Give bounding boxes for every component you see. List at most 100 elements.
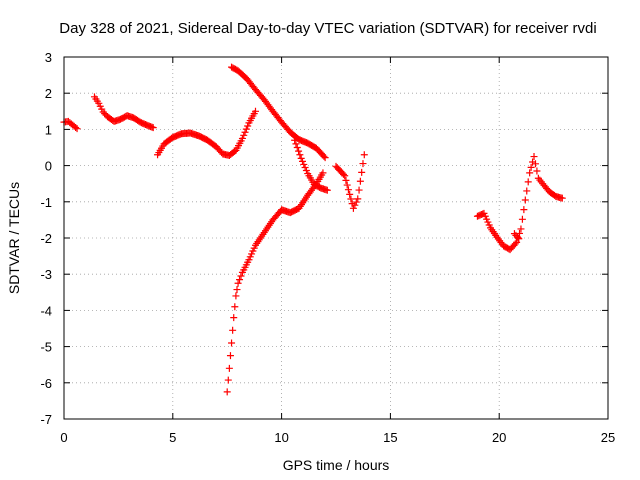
point-cluster: [510, 230, 523, 243]
data-point-marker: [229, 326, 237, 334]
data-point-marker: [533, 167, 541, 175]
data-point-marker: [237, 272, 245, 280]
data-point-marker: [224, 376, 232, 384]
data-point-marker: [526, 169, 534, 177]
data-point-marker: [513, 238, 521, 246]
data-point-marker: [230, 314, 238, 322]
y-tick-label: -6: [40, 376, 52, 391]
data-point-marker: [517, 225, 525, 233]
data-point-marker: [356, 177, 364, 185]
point-cluster: [473, 153, 566, 254]
data-point-marker: [242, 125, 250, 133]
data-point-marker: [225, 364, 233, 372]
y-tick-labels: -7 -6 -5 -4 -3 -2 -1 0 1 2 3: [40, 50, 52, 427]
data-point-marker: [355, 186, 363, 194]
y-tick-label: -5: [40, 340, 52, 355]
data-point-marker: [341, 172, 349, 180]
data-point-marker: [236, 276, 244, 284]
x-tick-label: 25: [601, 430, 615, 445]
x-tick-label: 5: [169, 430, 176, 445]
data-point-marker: [351, 201, 359, 209]
data-point-marker: [251, 107, 259, 115]
data-point-marker: [311, 181, 319, 189]
data-point-marker: [321, 154, 329, 162]
y-tick-label: -4: [40, 303, 52, 318]
data-point-marker: [323, 186, 331, 194]
data-point-marker: [233, 286, 241, 294]
data-point-marker: [527, 163, 535, 171]
x-tick-label: 0: [60, 430, 67, 445]
data-point-marker: [291, 136, 299, 144]
data-point-marker: [301, 163, 309, 171]
data-point-marker: [292, 140, 300, 148]
data-point-marker: [339, 170, 347, 178]
data-point-marker: [360, 151, 368, 159]
data-point-marker: [302, 167, 310, 175]
data-point-marker: [354, 195, 362, 203]
data-point-marker: [232, 292, 240, 300]
data-point-marker: [342, 176, 350, 184]
data-point-marker: [320, 152, 328, 160]
data-point-marker: [523, 187, 531, 195]
x-tick-label: 10: [274, 430, 288, 445]
data-point-marker: [319, 169, 327, 177]
plot-frame: [63, 56, 609, 420]
data-point-marker: [149, 124, 157, 132]
y-tick-label: -2: [40, 231, 52, 246]
data-point-marker: [241, 128, 249, 136]
y-tick-label: 0: [45, 159, 52, 174]
data-point-marker: [344, 186, 352, 194]
data-point-marker: [349, 204, 357, 212]
y-tick-label: 2: [45, 86, 52, 101]
y-axis-label: SDTVAR / TECUs: [6, 182, 22, 294]
data-point-marker: [226, 352, 234, 360]
x-tick-label: 20: [492, 430, 506, 445]
y-tick-label: -3: [40, 267, 52, 282]
grid-lines: [64, 57, 608, 419]
chart-title: Day 328 of 2021, Sidereal Day-to-day VTE…: [59, 20, 596, 37]
x-tick-label: 15: [383, 430, 397, 445]
data-point-marker: [238, 134, 246, 142]
data-point-marker: [296, 151, 304, 159]
data-point-marker: [352, 198, 360, 206]
data-point-marker: [515, 235, 523, 243]
data-point-marker: [231, 303, 239, 311]
data-point-marker: [298, 157, 306, 165]
data-point-marker: [223, 388, 231, 396]
point-cluster: [223, 169, 327, 396]
data-point-marker: [359, 160, 367, 168]
data-point-marker: [531, 160, 539, 168]
data-point-marker: [297, 154, 305, 162]
point-cluster: [291, 136, 331, 194]
data-point-marker: [343, 181, 351, 189]
data-point-marker: [234, 279, 242, 287]
data-point-marker: [524, 178, 532, 186]
x-tick-labels: 0 5 10 15 20 25: [60, 430, 615, 445]
point-cluster: [228, 63, 329, 162]
data-point-marker: [72, 123, 80, 131]
y-tick-label: -1: [40, 195, 52, 210]
data-point-marker: [358, 168, 366, 176]
data-point-marker: [228, 339, 236, 347]
data-point-marker: [347, 195, 355, 203]
data-points: [60, 63, 566, 396]
data-point-marker: [518, 215, 526, 223]
data-point-marker: [293, 144, 301, 151]
point-cluster: [154, 107, 259, 159]
y-tick-label: 3: [45, 50, 52, 65]
data-point-marker: [520, 206, 528, 214]
point-cluster: [332, 151, 368, 212]
point-cluster: [90, 93, 157, 132]
data-point-marker: [530, 153, 538, 161]
data-point-marker: [73, 125, 81, 133]
x-axis-label: GPS time / hours: [283, 457, 390, 473]
data-point-marker: [521, 196, 529, 204]
data-point-marker: [244, 122, 252, 130]
y-tick-label: -7: [40, 412, 52, 427]
data-point-marker: [295, 147, 303, 155]
data-point-marker: [511, 240, 519, 248]
data-point-marker: [300, 160, 308, 168]
data-point-marker: [558, 194, 566, 202]
data-point-marker: [240, 131, 248, 139]
